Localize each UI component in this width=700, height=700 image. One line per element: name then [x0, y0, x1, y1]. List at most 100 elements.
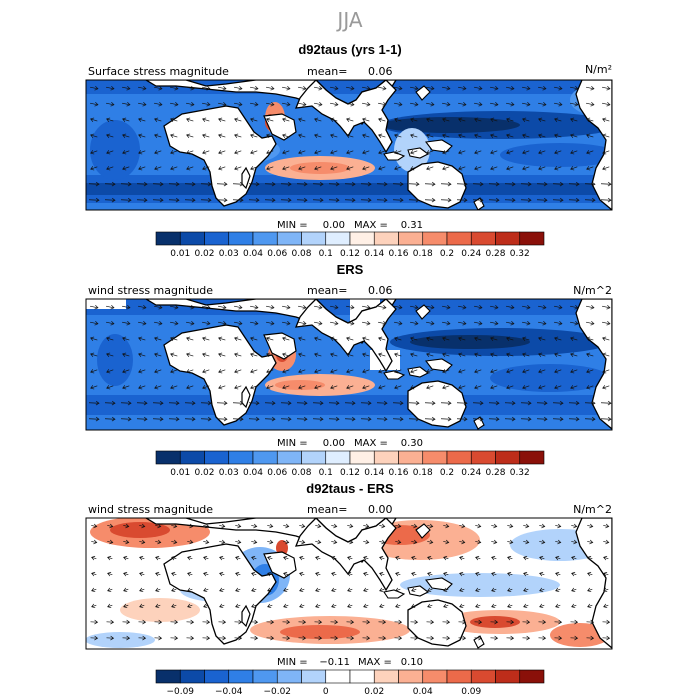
stress-vector: [203, 587, 209, 593]
stress-vector: [522, 101, 531, 107]
stress-vector: [570, 304, 579, 310]
stress-vector: [266, 85, 275, 91]
stress-vector: [250, 619, 259, 625]
stress-vector: [88, 197, 100, 203]
stress-vector: [394, 635, 403, 641]
stress-vector: [378, 166, 386, 171]
stress-vector: [122, 619, 131, 625]
stress-vector: [170, 166, 178, 171]
stress-vector: [458, 369, 466, 374]
stress-vector: [122, 385, 130, 390]
stress-vector: [458, 352, 466, 357]
stress-vector: [90, 101, 99, 107]
colorbar-tick-label: 0.18: [413, 468, 433, 478]
stress-vector: [378, 133, 386, 138]
stress-vector: [474, 117, 482, 122]
stress-vector: [282, 336, 290, 341]
stress-vector: [315, 587, 321, 593]
stress-vector: [314, 385, 322, 390]
colorbar: 0.01 0.02 0.03 0.04 0.06 0.08 0.1 0.12 0.14 0.16 0…: [155, 450, 545, 478]
stress-vector: [410, 85, 419, 91]
units-label: N/m^2: [573, 503, 612, 516]
stress-vector: [570, 385, 578, 390]
stress-vector: [136, 181, 148, 187]
stress-vector: [520, 181, 532, 187]
stress-vector: [443, 539, 450, 545]
stress-vector: [490, 150, 498, 155]
stress-vector: [378, 619, 387, 625]
stress-vector: [251, 555, 257, 561]
min-value: 0.00: [323, 438, 345, 449]
stress-vector: [283, 603, 289, 609]
stress-vector: [314, 320, 323, 326]
stress-vector: [283, 587, 289, 593]
stress-vector: [138, 320, 147, 326]
colorbar-swatch: [228, 450, 254, 465]
stress-vector: [154, 133, 162, 138]
stress-vector: [490, 304, 499, 310]
stress-vector: [410, 619, 419, 625]
stress-vector: [155, 587, 161, 593]
stress-vector: [235, 571, 241, 577]
stress-vector: [218, 385, 226, 390]
stress-vector: [522, 352, 530, 357]
stress-vector: [538, 635, 547, 641]
stress-vector: [154, 619, 163, 625]
stress-vector: [90, 150, 98, 155]
stress-vector: [138, 150, 146, 155]
stress-vector: [571, 539, 578, 545]
mean-value: 0.00: [368, 503, 393, 516]
stress-vector: [298, 304, 307, 310]
stress-vector: [154, 352, 162, 357]
stress-vector: [170, 619, 179, 625]
colorbar-swatch: [325, 231, 351, 246]
stress-vector: [602, 117, 610, 122]
stress-vector: [266, 150, 274, 155]
stress-vector: [395, 555, 401, 561]
stress-vector: [474, 369, 482, 374]
stress-vector: [154, 166, 162, 171]
stress-vector: [282, 150, 290, 155]
stress-vector: [571, 523, 578, 529]
stress-vector: [458, 101, 467, 107]
stress-vector: [168, 197, 180, 203]
stress-vector: [330, 320, 339, 326]
stress-vector: [408, 197, 420, 203]
stress-vector: [552, 197, 564, 203]
stress-vector: [554, 101, 563, 107]
colorbar-swatch: [155, 231, 181, 246]
stress-vector: [474, 101, 483, 107]
stress-vector: [218, 304, 227, 310]
stress-vector: [168, 416, 180, 422]
stress-vector: [330, 166, 338, 171]
stress-vector: [504, 400, 516, 406]
stress-vector: [456, 181, 468, 187]
stress-vector: [171, 571, 177, 577]
colorbar-tick-label: 0.02: [194, 249, 214, 259]
stress-vector: [250, 385, 258, 390]
stress-vector: [554, 150, 562, 155]
stress-vector: [155, 523, 162, 529]
stress-vector: [442, 117, 450, 122]
colorbar-tick-label: 0.06: [267, 468, 287, 478]
stress-vector: [200, 400, 212, 406]
stress-vector: [202, 101, 211, 107]
stress-vector: [170, 101, 179, 107]
colorbar-tick-label: 0.14: [364, 468, 384, 478]
stress-vector: [344, 400, 356, 406]
stress-vector: [283, 571, 289, 577]
stress-vector: [411, 587, 417, 593]
stress-vector: [504, 416, 516, 422]
stress-vector: [314, 150, 322, 155]
min-label: MIN =: [277, 220, 308, 231]
stress-vector: [298, 166, 306, 171]
stress-vector: [472, 197, 484, 203]
stress-vector: [456, 197, 468, 203]
stress-vector: [552, 181, 564, 187]
stress-vector: [330, 619, 339, 625]
stress-vector: [282, 352, 290, 357]
stress-vector: [107, 603, 113, 609]
stress-vector: [523, 539, 530, 545]
mean-label: mean=: [307, 503, 347, 516]
stress-vector: [170, 385, 178, 390]
